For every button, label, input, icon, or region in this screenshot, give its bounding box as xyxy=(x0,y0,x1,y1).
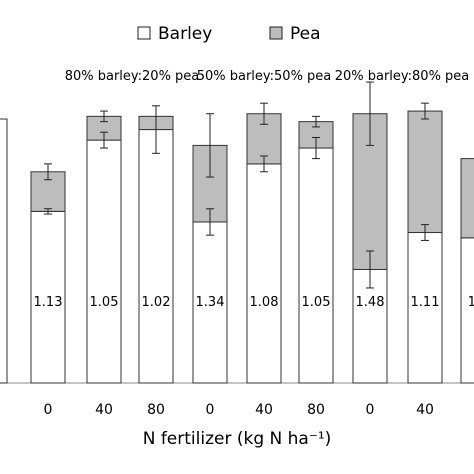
error-bar-barley-8 xyxy=(421,224,429,241)
ratio-label-2: 1.05 xyxy=(90,295,119,310)
ratio-label-9: 1.0 xyxy=(468,295,474,310)
error-bar-barley-1 xyxy=(44,208,52,215)
bar-barley-3 xyxy=(138,129,174,384)
bar-pea-9 xyxy=(460,158,474,239)
bar-barley-4 xyxy=(192,221,228,384)
bar-barley-8 xyxy=(407,232,443,384)
legend-label-pea: Pea xyxy=(290,24,321,44)
legend-swatch-pea xyxy=(269,26,283,40)
ratio-label-4: 1.34 xyxy=(196,295,225,310)
group-label-1: 50% barley:50% pea xyxy=(197,69,332,84)
ratio-label-3: 1.02 xyxy=(142,295,171,310)
plot-area: 1.13 1.05 1.02 1.34 1.08 1.05 1.48 1.11 1.0 xyxy=(0,81,474,384)
legend-item-barley: Barley xyxy=(137,24,212,44)
bar-barley-6 xyxy=(298,147,334,384)
ratio-label-5: 1.08 xyxy=(250,295,279,310)
error-bar-pea-7 xyxy=(366,81,374,146)
x-tick-label-6: 80 xyxy=(307,402,325,418)
ratio-label-8: 1.11 xyxy=(411,295,440,310)
error-bar-pea-5 xyxy=(260,102,268,125)
ratio-label-1: 1.13 xyxy=(34,295,63,310)
bar-barley-0 xyxy=(0,118,8,384)
error-bar-pea-6 xyxy=(312,115,320,128)
bar-barley-2 xyxy=(86,139,122,384)
legend: Barley Pea xyxy=(137,24,321,44)
group-label-0: 80% barley:20% pea xyxy=(65,69,200,84)
error-bar-barley-7 xyxy=(366,250,374,289)
error-bar-barley-6 xyxy=(312,136,320,160)
error-bar-barley-2 xyxy=(100,131,108,149)
error-bar-barley-4 xyxy=(206,208,214,236)
ratio-label-6: 1.05 xyxy=(302,295,331,310)
x-tick-label-1: 0 xyxy=(44,402,53,418)
x-tick-label-2: 40 xyxy=(95,402,113,418)
ratio-label-7: 1.48 xyxy=(356,295,385,310)
x-tick-labels: 004080040800408 xyxy=(44,402,474,418)
group-label-2: 20% barley:80% pea xyxy=(335,69,470,84)
legend-item-pea: Pea xyxy=(269,24,321,44)
x-tick-label-8: 40 xyxy=(416,402,434,418)
error-bar-barley-3 xyxy=(152,105,160,154)
bar-barley-9 xyxy=(460,237,474,384)
error-bar-pea-1 xyxy=(44,163,52,181)
bar-barley-5 xyxy=(246,163,282,384)
legend-label-barley: Barley xyxy=(158,24,212,44)
x-tick-label-7: 0 xyxy=(366,402,375,418)
legend-swatch-barley xyxy=(137,26,151,40)
x-axis-title: N fertilizer (kg N ha⁻¹) xyxy=(143,429,332,449)
error-bar-pea-8 xyxy=(421,102,429,120)
x-tick-label-3: 80 xyxy=(147,402,165,418)
x-tick-label-4: 0 xyxy=(206,402,215,418)
error-bar-pea-2 xyxy=(100,110,108,123)
x-tick-label-5: 40 xyxy=(255,402,273,418)
error-bar-barley-5 xyxy=(260,155,268,173)
bar-barley-1 xyxy=(30,210,66,384)
error-bar-pea-4 xyxy=(206,113,214,178)
bar-pea-8 xyxy=(407,110,443,234)
